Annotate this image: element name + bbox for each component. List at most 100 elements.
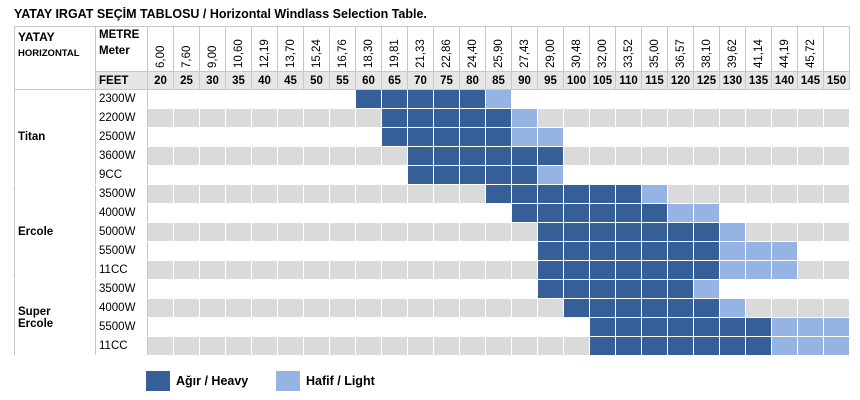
- empty-cell: [225, 260, 252, 280]
- header-feet: FEET: [95, 71, 148, 90]
- empty-cell: [667, 146, 694, 166]
- empty-cell: [173, 89, 200, 109]
- empty-cell: [277, 260, 304, 280]
- empty-cell: [381, 222, 408, 242]
- empty-cell: [251, 108, 278, 128]
- empty-cell: [459, 241, 486, 261]
- heavy-cell: [537, 146, 564, 166]
- meter-header-cell: 45,72: [797, 26, 824, 72]
- empty-cell: [615, 146, 642, 166]
- empty-cell: [173, 127, 200, 147]
- empty-cell: [745, 108, 772, 128]
- empty-cell: [589, 127, 616, 147]
- meter-header-cell: 25,90: [485, 26, 512, 72]
- meter-header-cell: 15,24: [303, 26, 330, 72]
- empty-cell: [693, 108, 720, 128]
- heavy-cell: [433, 127, 460, 147]
- empty-cell: [355, 260, 382, 280]
- empty-cell: [381, 241, 408, 261]
- empty-cell: [147, 203, 174, 223]
- empty-cell: [329, 279, 356, 299]
- empty-cell: [459, 222, 486, 242]
- empty-cell: [719, 146, 746, 166]
- meter-header-cell: 10,60: [225, 26, 252, 72]
- empty-cell: [199, 222, 226, 242]
- heavy-cell: [667, 222, 694, 242]
- meter-header-cell: 30,48: [563, 26, 590, 72]
- feet-value: 145: [797, 71, 824, 90]
- empty-cell: [771, 108, 798, 128]
- empty-cell: [537, 108, 564, 128]
- heavy-cell: [693, 241, 720, 261]
- empty-cell: [563, 108, 590, 128]
- heavy-cell: [641, 222, 668, 242]
- brand-name: Titan: [18, 131, 46, 143]
- empty-cell: [225, 298, 252, 318]
- light-cell: [537, 165, 564, 185]
- empty-cell: [147, 184, 174, 204]
- empty-cell: [459, 184, 486, 204]
- light-cell: [823, 317, 850, 337]
- empty-cell: [147, 279, 174, 299]
- empty-cell: [823, 203, 850, 223]
- heavy-cell: [589, 298, 616, 318]
- feet-value: 55: [329, 71, 356, 90]
- empty-cell: [277, 203, 304, 223]
- model-label: 11CC: [95, 336, 148, 356]
- empty-cell: [173, 222, 200, 242]
- empty-cell: [485, 241, 512, 261]
- brand-label: Super Ercole: [14, 279, 96, 356]
- empty-cell: [667, 89, 694, 109]
- model-label: 2200W: [95, 108, 148, 128]
- heavy-cell: [381, 127, 408, 147]
- empty-cell: [823, 146, 850, 166]
- empty-cell: [303, 241, 330, 261]
- empty-cell: [823, 241, 850, 261]
- meter-value: 22,86: [440, 39, 453, 68]
- heavy-cell: [615, 241, 642, 261]
- heavy-cell: [537, 279, 564, 299]
- meter-value: 38,10: [700, 39, 713, 68]
- empty-cell: [771, 184, 798, 204]
- empty-cell: [381, 317, 408, 337]
- light-cell: [511, 108, 538, 128]
- meter-value: 6,00: [154, 45, 167, 68]
- empty-cell: [225, 89, 252, 109]
- empty-cell: [745, 146, 772, 166]
- heavy-cell: [407, 89, 434, 109]
- empty-cell: [147, 222, 174, 242]
- empty-cell: [771, 146, 798, 166]
- empty-cell: [199, 165, 226, 185]
- meter-header-cell: 13,70: [277, 26, 304, 72]
- feet-value: 125: [693, 71, 720, 90]
- light-cell: [771, 336, 798, 356]
- empty-cell: [173, 108, 200, 128]
- empty-cell: [797, 222, 824, 242]
- empty-cell: [173, 279, 200, 299]
- empty-cell: [355, 108, 382, 128]
- meter-header-cell: 33,52: [615, 26, 642, 72]
- table-row: 5000W: [15, 222, 850, 242]
- empty-cell: [407, 260, 434, 280]
- empty-cell: [407, 241, 434, 261]
- empty-cell: [277, 146, 304, 166]
- empty-cell: [615, 108, 642, 128]
- meter-header-cell: 12,19: [251, 26, 278, 72]
- empty-cell: [459, 260, 486, 280]
- heavy-cell: [433, 165, 460, 185]
- empty-cell: [693, 165, 720, 185]
- empty-cell: [693, 146, 720, 166]
- heavy-cell: [459, 89, 486, 109]
- empty-cell: [225, 165, 252, 185]
- model-label: 11CC: [95, 260, 148, 280]
- empty-cell: [173, 298, 200, 318]
- heavy-cell: [537, 203, 564, 223]
- empty-cell: [355, 203, 382, 223]
- empty-cell: [251, 127, 278, 147]
- empty-cell: [771, 203, 798, 223]
- empty-cell: [277, 89, 304, 109]
- empty-cell: [589, 165, 616, 185]
- heavy-cell: [589, 260, 616, 280]
- empty-cell: [199, 260, 226, 280]
- empty-cell: [797, 203, 824, 223]
